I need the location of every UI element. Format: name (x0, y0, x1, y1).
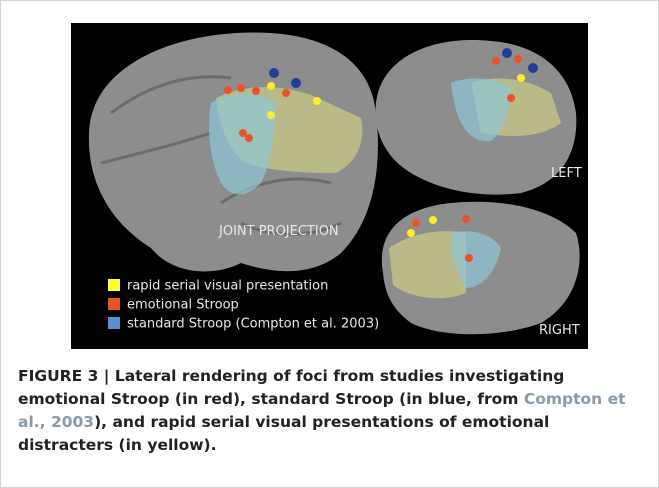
figure-frame: JOINT PROJECTION LEFT RIGHT rapid serial… (0, 0, 659, 488)
caption-text: ), and rapid serial visual presentations… (18, 413, 549, 454)
legend-swatch (108, 279, 120, 291)
legend-text: rapid serial visual presentation (127, 279, 328, 294)
panel-label: LEFT (551, 166, 582, 181)
legend-swatch (108, 298, 120, 310)
legend-swatch (108, 317, 120, 329)
right-brain (382, 202, 580, 335)
legend-text: emotional Stroop (127, 298, 239, 313)
caption-text: FIGURE 3 | Lateral rendering of foci fro… (18, 367, 564, 408)
panel-label: RIGHT (539, 323, 580, 338)
figure-caption: FIGURE 3 | Lateral rendering of foci fro… (18, 365, 643, 457)
legend-text: standard Stroop (Compton et al. 2003) (127, 317, 379, 332)
panel-label: JOINT PROJECTION (218, 224, 339, 239)
figure-panel: JOINT PROJECTION LEFT RIGHT rapid serial… (71, 23, 588, 349)
